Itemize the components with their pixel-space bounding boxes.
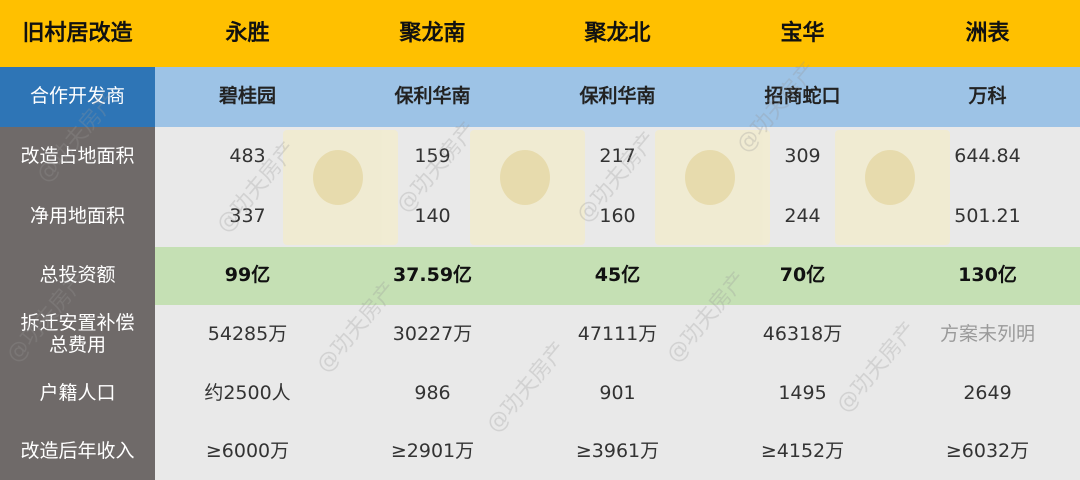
cell-developer: 万科 bbox=[895, 67, 1080, 127]
cell-registered-population: 约2500人 bbox=[204, 382, 291, 405]
cell-land-area: 309 bbox=[784, 145, 821, 168]
cell-net-land-area: 337 bbox=[229, 205, 266, 228]
cell-net-land-area: 160 bbox=[599, 205, 636, 228]
cell-total-investment: 45亿 bbox=[525, 247, 710, 305]
cell-developer: 保利华南 bbox=[525, 67, 710, 127]
cell-developer: 保利华南 bbox=[340, 67, 525, 127]
cell-land-area: 159 bbox=[414, 145, 451, 168]
row-label-registered-population: 户籍人口 bbox=[0, 365, 155, 423]
cell-land-area: 644.84 bbox=[954, 145, 1021, 168]
header-corner: 旧村居改造 bbox=[0, 0, 155, 67]
cell-land-area: 483 bbox=[229, 145, 266, 168]
excavator-illustration bbox=[283, 130, 398, 245]
cell-annual-income: ≥6032万 bbox=[945, 439, 1030, 462]
cell-total-investment: 70亿 bbox=[710, 247, 895, 305]
cell-annual-income: ≥4152万 bbox=[760, 439, 845, 462]
row-label-total-investment: 总投资额 bbox=[0, 247, 155, 305]
cell-developer: 招商蛇口 bbox=[710, 67, 895, 127]
cell-compensation-cost: 30227万 bbox=[392, 323, 473, 346]
cell-annual-income: ≥6000万 bbox=[205, 439, 290, 462]
row-label-developer: 合作开发商 bbox=[0, 67, 155, 127]
header-column: 永胜 bbox=[155, 0, 340, 67]
cell-registered-population: 986 bbox=[414, 382, 451, 405]
cell-total-investment: 99亿 bbox=[155, 247, 340, 305]
cell-registered-population: 2649 bbox=[963, 382, 1012, 405]
header-column: 宝华 bbox=[710, 0, 895, 67]
cell-net-land-area: 140 bbox=[414, 205, 451, 228]
cell-net-land-area: 501.21 bbox=[954, 205, 1021, 228]
cell-compensation-cost: 46318万 bbox=[762, 323, 843, 346]
header-column: 聚龙北 bbox=[525, 0, 710, 67]
excavator-illustration bbox=[835, 130, 950, 245]
row-label-compensation-cost: 拆迁安置补偿 总费用 bbox=[0, 305, 155, 365]
cell-net-land-area: 244 bbox=[784, 205, 821, 228]
cell-compensation-cost: 54285万 bbox=[207, 323, 288, 346]
row-label-land-area: 改造占地面积 bbox=[0, 127, 155, 187]
excavator-illustration bbox=[470, 130, 585, 245]
cell-annual-income: ≥3961万 bbox=[575, 439, 660, 462]
cell-registered-population: 901 bbox=[599, 382, 636, 405]
header-column: 洲表 bbox=[895, 0, 1080, 67]
cell-registered-population: 1495 bbox=[778, 382, 827, 405]
cell-total-investment: 130亿 bbox=[895, 247, 1080, 305]
cell-land-area: 217 bbox=[599, 145, 636, 168]
cell-total-investment: 37.59亿 bbox=[340, 247, 525, 305]
excavator-illustration bbox=[655, 130, 770, 245]
cell-compensation-cost: 方案未列明 bbox=[939, 323, 1035, 346]
header-column: 聚龙南 bbox=[340, 0, 525, 67]
cell-compensation-cost: 47111万 bbox=[577, 323, 658, 346]
cell-annual-income: ≥2901万 bbox=[390, 439, 475, 462]
cell-developer: 碧桂园 bbox=[155, 67, 340, 127]
row-label-net-land-area: 净用地面积 bbox=[0, 187, 155, 247]
row-label-annual-income: 改造后年收入 bbox=[0, 423, 155, 480]
